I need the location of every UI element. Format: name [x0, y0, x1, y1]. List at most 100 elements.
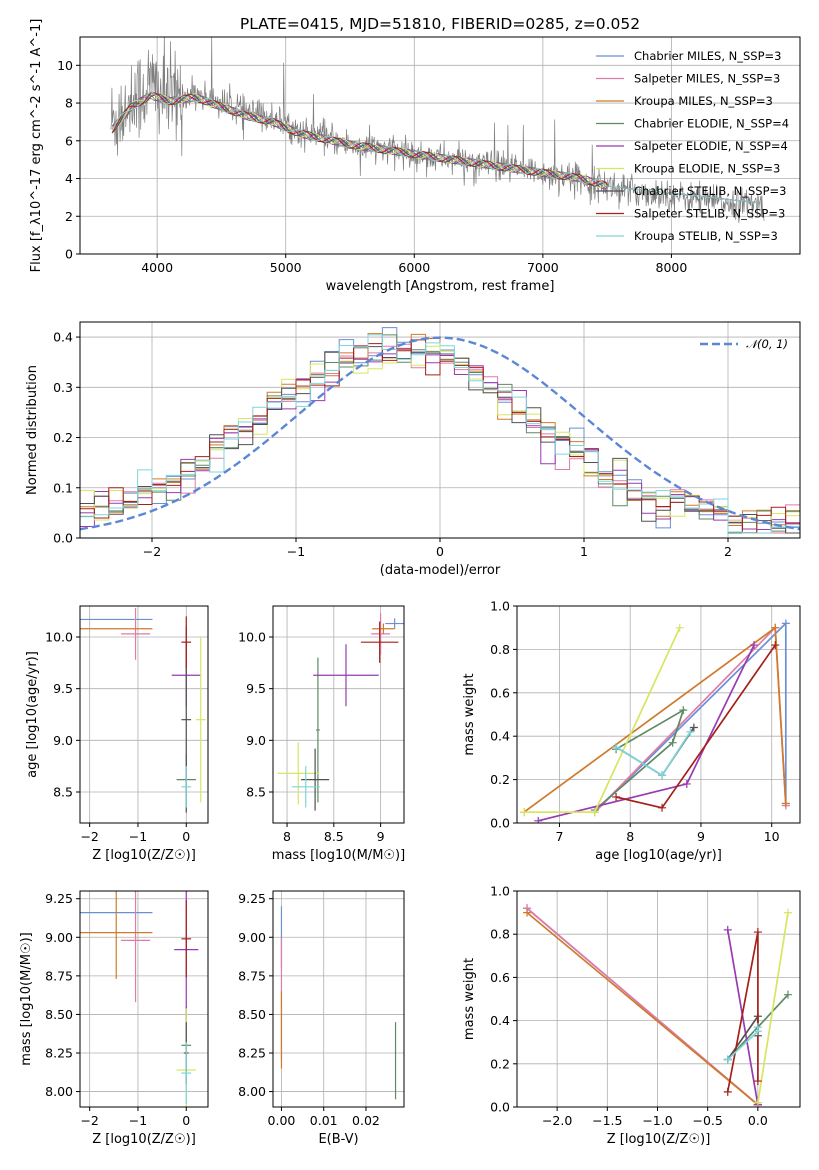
x-tick-label: 1 — [580, 544, 588, 559]
y-tick-label: 10.0 — [238, 630, 266, 645]
age-vs-Z-axes: −2 −1 0 8.5 9.0 9.5 10.0 Z [log10(Z/Z☉)] age [lo… — [25, 606, 208, 863]
mass-vs-Z-axes: −2 −1 0 8.00 8.25 8.50 8.75 9.00 9.25 Z [log10(Z/… — [19, 891, 208, 1147]
weight-vs-age-plot-area — [520, 619, 790, 823]
weight-marker — [679, 706, 688, 715]
x-tick-label: 7 — [555, 829, 563, 844]
histogram-line-8 — [80, 339, 800, 534]
weight-marker — [771, 623, 780, 632]
weight-marker — [783, 908, 792, 917]
mass-vs-EBV-plot-area — [280, 906, 397, 1100]
x-tick-label: 0 — [182, 829, 190, 844]
histogram-line-5 — [80, 347, 800, 530]
weight-marker — [783, 990, 792, 999]
y-tick-label: 1.0 — [490, 884, 510, 899]
y-tick-label: 0.2 — [490, 1056, 510, 1071]
x-axis-label: Z [log10(Z/Z☉)] — [92, 1132, 196, 1147]
y-tick-label: 0.2 — [53, 430, 73, 445]
x-tick-label: 8.5 — [324, 829, 344, 844]
errorbar-point-9 — [291, 766, 320, 808]
legend-entry-label: Kroupa ELODIE, N_SSP=3 — [634, 162, 780, 176]
x-tick-label: 0.0 — [748, 1113, 768, 1128]
weight-vs-Z-axes: −2.0 −1.5 −1.0 −0.5 0.0 0.0 0.2 0.4 0.6 0.8 1.0 Z [… — [462, 884, 800, 1147]
y-tick-label: 0.8 — [490, 927, 510, 942]
y-tick-label: 9.5 — [246, 681, 266, 696]
x-tick-label: 6000 — [398, 260, 430, 275]
x-tick-label: 7000 — [527, 260, 559, 275]
histogram-line-6 — [80, 345, 800, 534]
weight-marker — [612, 743, 621, 752]
weight-marker — [753, 1023, 762, 1032]
mass-vs-Z-frame — [79, 890, 209, 1108]
spectrum-legend: Chabrier MILES, N_SSP=3 Salpeter MILES, N… — [596, 49, 789, 243]
age-vs-mass-plot-area — [277, 613, 404, 811]
errorbar-point-8 — [181, 616, 192, 668]
residual-legend: 𝒩(0, 1) — [700, 337, 788, 351]
x-tick-label: 2 — [724, 544, 732, 559]
errorbar-point-8 — [181, 900, 192, 978]
weight-marker — [658, 771, 667, 780]
x-tick-label: 0.02 — [352, 1113, 380, 1128]
gaussian-curve — [80, 336, 800, 531]
y-tick-label: 8.5 — [53, 785, 73, 800]
y-axis-label: mass weight — [462, 673, 477, 755]
errorbar-point-6 — [277, 742, 319, 805]
errorbar-point-5 — [313, 644, 379, 707]
residuals-axes: −2 −1 0 1 2 0.0 0.1 0.2 0.3 0.4 (data-model)/error… — [25, 322, 800, 578]
y-tick-label: 6 — [65, 133, 73, 148]
legend-entry-label: Kroupa MILES, N_SSP=3 — [634, 94, 773, 108]
y-tick-label: 9.00 — [45, 930, 73, 945]
y-tick-label: 0.8 — [490, 642, 510, 657]
y-axis-label: mass [log10(M/M☉)] — [19, 932, 34, 1065]
y-tick-label: 8.50 — [238, 1007, 266, 1022]
errorbar-point-6 — [195, 637, 206, 803]
y-tick-label: 0.4 — [490, 729, 510, 744]
y-tick-label: 8.75 — [45, 968, 73, 983]
age-vs-Z-plot-area — [80, 608, 206, 813]
y-tick-label: 9.25 — [45, 891, 73, 906]
weight-line-5 — [726, 929, 759, 1105]
y-tick-label: 8.5 — [246, 785, 266, 800]
x-axis-label: E(B-V) — [318, 1132, 358, 1147]
y-tick-label: 0.6 — [490, 970, 510, 985]
y-tick-label: 10 — [57, 58, 73, 73]
age-vs-mass-frame — [272, 605, 405, 824]
y-tick-label: 8.00 — [45, 1084, 73, 1099]
histogram-line-7 — [80, 346, 800, 534]
legend-entry-label: Chabrier STELIB, N_SSP=3 — [634, 184, 786, 198]
mass-vs-EBV-axes: 0.00 0.01 0.02 8.00 8.25 8.50 8.75 9.00 9.25 E(B-… — [238, 891, 404, 1147]
spectrum-plot-area — [110, 37, 765, 224]
x-axis-label: age [log10(age/yr)] — [595, 848, 722, 863]
errorbar-point-8 — [360, 621, 399, 663]
weight-vs-Z-frame — [516, 890, 801, 1108]
weight-marker — [753, 1077, 762, 1086]
age-vs-mass-axes: 8 8.5 9 8.5 9.0 9.5 10.0 mass [log10(M/M☉)] — [238, 606, 405, 863]
x-axis-label: Z [log10(Z/Z☉)] — [607, 1132, 711, 1147]
weight-marker — [534, 816, 543, 823]
legend-entry-label: Kroupa STELIB, N_SSP=3 — [634, 229, 778, 243]
errorbar-point-1 — [385, 618, 404, 629]
x-tick-label: 8000 — [656, 260, 688, 275]
x-tick-label: −2 — [80, 1113, 98, 1128]
y-axis-label: age [log10(age/yr)] — [25, 651, 40, 778]
weight-marker — [723, 925, 732, 934]
errorbar-point-4 — [316, 657, 320, 803]
y-tick-label: 0.2 — [490, 772, 510, 787]
errorbar-point-2 — [121, 608, 151, 660]
y-tick-label: 0 — [65, 247, 73, 262]
x-tick-label: −1.0 — [642, 1113, 672, 1128]
weight-marker — [781, 799, 790, 808]
x-tick-label: −1 — [129, 829, 147, 844]
weight-marker — [771, 641, 780, 650]
spectrum-data-line — [110, 37, 765, 224]
y-tick-label: 0.0 — [53, 531, 73, 546]
x-tick-label: 5000 — [270, 260, 302, 275]
weight-line-3 — [526, 911, 759, 1106]
figure-title: PLATE=0415, MJD=51810, FIBERID=0285, z=0… — [240, 15, 640, 33]
y-axis-label: mass weight — [462, 958, 477, 1040]
x-tick-label: 8 — [283, 829, 291, 844]
y-tick-label: 9.25 — [238, 891, 266, 906]
y-tick-label: 8 — [65, 96, 73, 111]
weight-line-3 — [523, 626, 787, 813]
x-tick-label: −2 — [143, 544, 161, 559]
